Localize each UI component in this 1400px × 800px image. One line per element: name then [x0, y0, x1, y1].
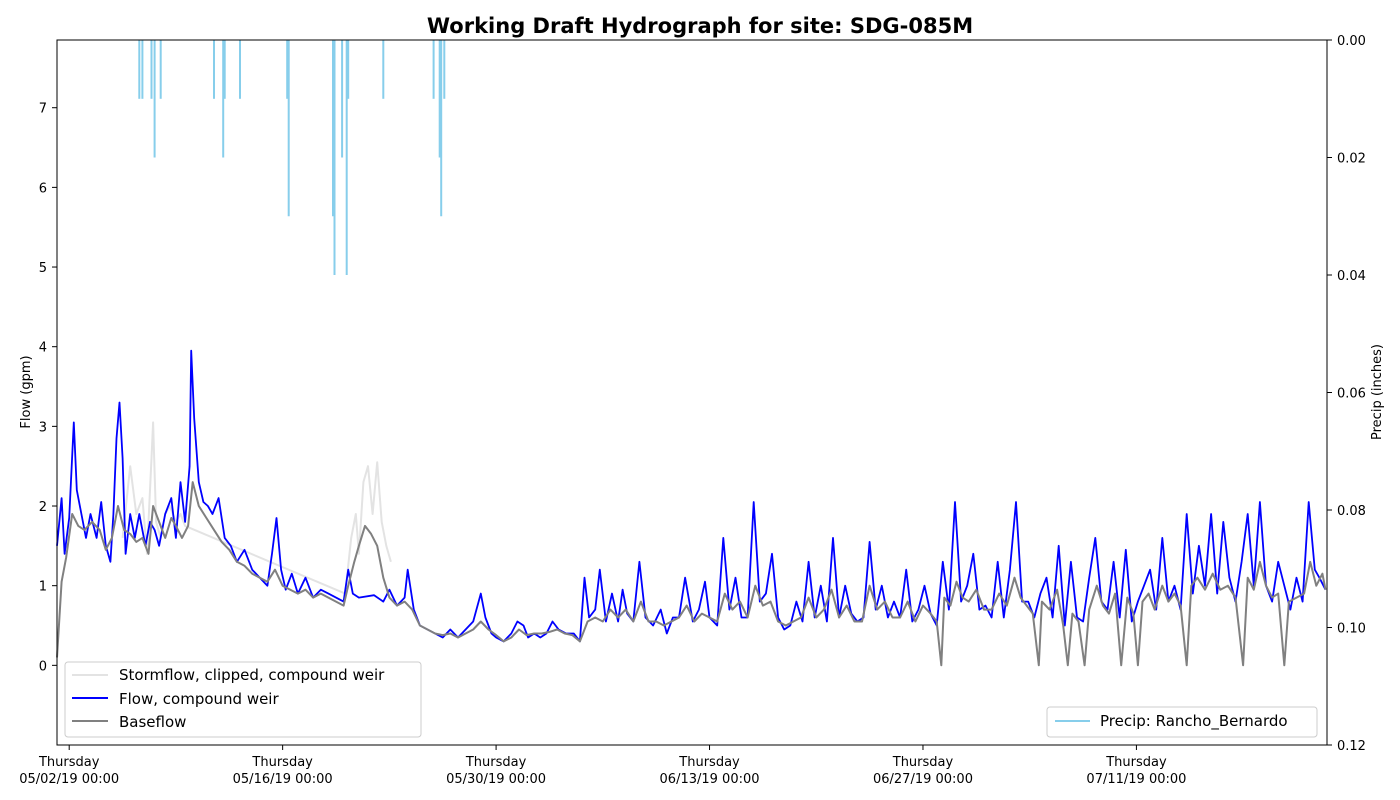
legend-left: Stormflow, clipped, compound weir Flow, … [64, 661, 422, 738]
y-axis-label-right: Precip (inches) [1370, 344, 1385, 440]
legend-label-baseflow: Baseflow [119, 713, 186, 731]
y-tick-left-label-0: 0 [39, 659, 47, 674]
y-tick-left-label-5: 5 [39, 261, 47, 276]
x-tick-label-date-2: 05/30/19 00:00 [446, 772, 546, 787]
legend-left-frame [64, 661, 422, 738]
y-axis-label-left: Flow (gpm) [19, 355, 34, 428]
legend-right: Precip: Rancho_Bernardo [1046, 706, 1318, 738]
x-tick-label-date-1: 05/16/19 00:00 [233, 772, 333, 787]
x-tick-label-day-0: Thursday [38, 755, 100, 770]
series-line-stormflow-clipped-compound-weir [121, 421, 392, 595]
x-tick-label-day-1: Thursday [251, 755, 313, 770]
y-tick-right-label-2: 0.04 [1337, 269, 1366, 284]
x-tick-label-date-0: 05/02/19 00:00 [19, 772, 119, 787]
x-tick-label-day-5: Thursday [1105, 755, 1167, 770]
y-tick-left-label-7: 7 [39, 102, 47, 117]
y-tick-right-label-0: 0.00 [1337, 34, 1366, 49]
series-line-baseflow [56, 481, 1327, 667]
y-tick-left-label-6: 6 [39, 181, 47, 196]
y-tick-right-label-3: 0.06 [1337, 387, 1366, 402]
legend-label-stormflow: Stormflow, clipped, compound weir [119, 666, 385, 684]
x-tick-label-day-3: Thursday [678, 755, 740, 770]
legend-label-precip: Precip: Rancho_Bernardo [1100, 712, 1288, 731]
y-tick-left-label-3: 3 [39, 420, 47, 435]
y-tick-left-label-2: 2 [39, 500, 47, 515]
x-tick-label-date-4: 06/27/19 00:00 [873, 772, 973, 787]
y-tick-right-label-4: 0.08 [1337, 504, 1366, 519]
y-tick-right-label-6: 0.12 [1337, 739, 1366, 754]
chart-title: Working Draft Hydrograph for site: SDG-0… [427, 14, 973, 38]
x-tick-label-day-4: Thursday [892, 755, 954, 770]
y-tick-right-label-5: 0.10 [1337, 622, 1366, 637]
x-tick-label-date-3: 06/13/19 00:00 [660, 772, 760, 787]
y-tick-left-label-4: 4 [39, 341, 47, 356]
axes: 0 1 2 3 4 5 6 7 0.00 0.02 0.04 0.06 0.08 0.10 0.12 Thur… [19, 34, 1366, 787]
legend-label-flow: Flow, compound weir [119, 690, 279, 708]
y-tick-left-label-1: 1 [39, 580, 47, 595]
series-line-flow-compound-weir [56, 349, 1327, 643]
plot-area [56, 40, 1327, 667]
y-tick-right-label-1: 0.02 [1337, 152, 1366, 167]
x-tick-label-day-2: Thursday [465, 755, 527, 770]
x-tick-label-date-5: 07/11/19 00:00 [1086, 772, 1186, 787]
legend-right-frame [1046, 706, 1318, 738]
